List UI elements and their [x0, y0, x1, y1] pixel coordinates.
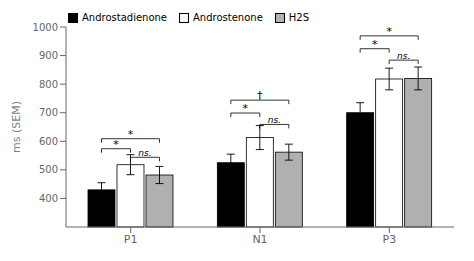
svg-text:ns.: ns. [268, 115, 281, 125]
svg-text:*: * [372, 38, 378, 51]
svg-text:500: 500 [39, 164, 58, 175]
html-text:Androstadienone: Androstadienone [82, 12, 167, 23]
svg-text:*: * [386, 25, 392, 38]
svg-text:700: 700 [39, 107, 58, 118]
svg-text:400: 400 [39, 193, 58, 204]
svg-text:ns.: ns. [397, 51, 410, 61]
svg-text:*: * [243, 102, 249, 115]
html-text:Androstenone: Androstenone [193, 12, 263, 23]
svg-text:P1: P1 [124, 233, 138, 246]
svg-text:*: * [113, 138, 119, 151]
html-text:H2S: H2S [288, 12, 309, 23]
svg-text:*: * [128, 128, 134, 141]
svg-text:ns.: ns. [138, 148, 151, 158]
svg-text:900: 900 [39, 50, 58, 61]
svg-text:P3: P3 [383, 233, 397, 246]
svg-text:†: † [257, 89, 263, 102]
svg-text:1000: 1000 [33, 22, 58, 33]
svg-text:N1: N1 [252, 233, 267, 246]
svg-text:ms (SEM): ms (SEM) [10, 101, 23, 153]
svg-text:800: 800 [39, 79, 58, 90]
svg-text:600: 600 [39, 136, 58, 147]
